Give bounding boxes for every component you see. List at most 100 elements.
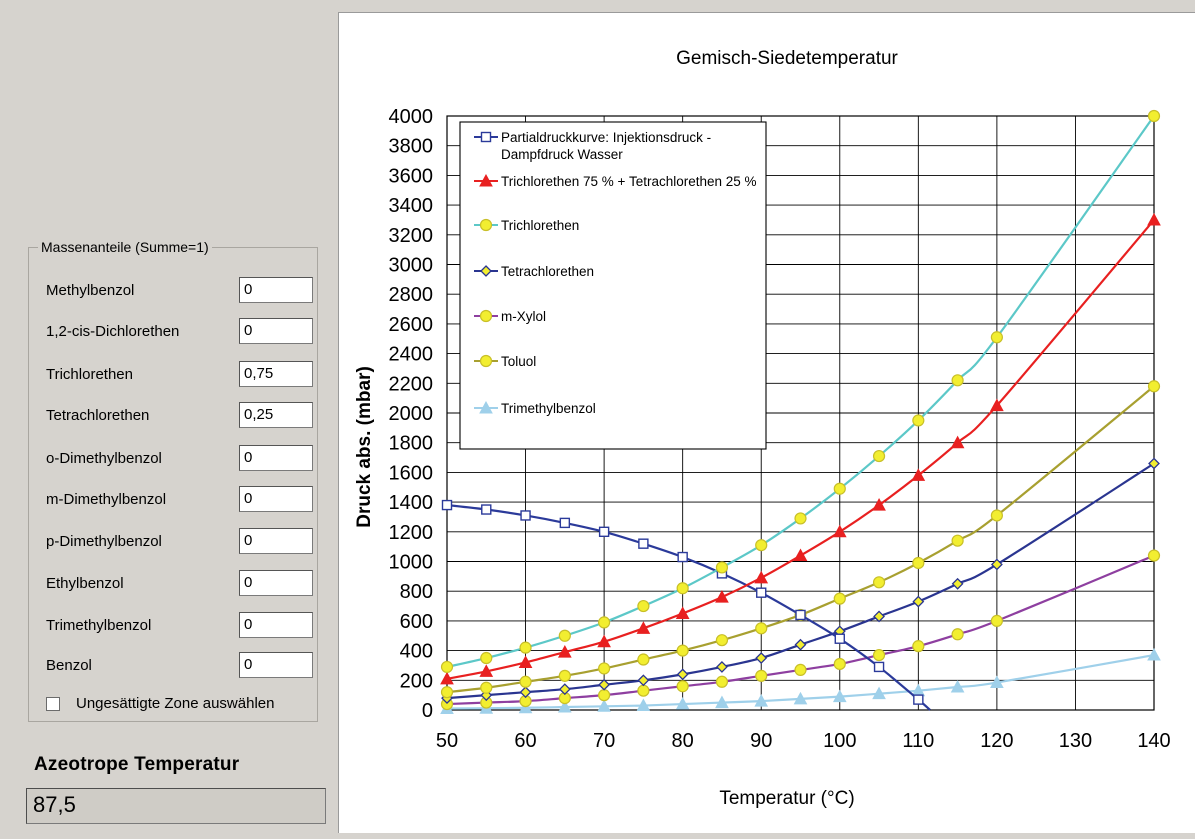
data-point — [754, 694, 769, 707]
data-point — [675, 697, 690, 710]
component-value-field[interactable]: 0 — [239, 612, 313, 638]
component-label: Ethylbenzol — [46, 575, 124, 592]
x-tick-label: 80 — [672, 730, 694, 752]
data-point — [676, 582, 689, 595]
data-point — [441, 499, 453, 511]
azeotrope-value-field: 87,5 — [26, 788, 326, 824]
x-tick-label: 110 — [902, 730, 934, 752]
y-tick-label: 800 — [400, 581, 433, 603]
data-point — [873, 661, 885, 673]
y-tick-label: 2600 — [389, 314, 434, 336]
component-label: o-Dimethylbenzol — [46, 450, 162, 467]
legend-label: Toluol — [501, 354, 536, 369]
unsaturated-zone-checkbox[interactable] — [46, 697, 60, 711]
legend-label: Trichlorethen 75 % + Tetrachlorethen 25 … — [501, 174, 757, 189]
chart-area: Gemisch-Siedetemperatur Temperatur (°C) … — [338, 12, 1195, 833]
y-tick-label: 2400 — [389, 344, 434, 366]
data-point — [676, 668, 689, 681]
component-label: Benzol — [46, 657, 92, 674]
y-tick-label: 3600 — [389, 165, 434, 187]
data-point — [715, 675, 729, 688]
component-value-field[interactable]: 0,25 — [239, 402, 313, 428]
tick-labels: 0 200 400 600 800 1000 1200 1400 1600 1800 2000 220… — [389, 106, 1171, 752]
data-point — [675, 606, 690, 619]
data-point — [755, 669, 768, 682]
data-point — [480, 651, 493, 665]
x-tick-label: 90 — [750, 730, 772, 752]
series-line — [440, 212, 1161, 685]
data-point — [636, 621, 651, 634]
data-point — [795, 609, 806, 621]
data-point — [912, 595, 925, 608]
component-value-field[interactable]: 0 — [239, 570, 313, 596]
data-point — [794, 663, 807, 677]
y-tick-label: 1600 — [389, 462, 434, 484]
data-point — [479, 173, 493, 187]
data-point — [755, 652, 768, 664]
component-value-field[interactable]: 0 — [239, 486, 313, 512]
component-label: Methylbenzol — [46, 282, 135, 299]
data-point — [872, 648, 886, 662]
component-value-field[interactable]: 0 — [239, 318, 313, 344]
data-point — [912, 556, 925, 570]
chart-title: Gemisch-Siedetemperatur — [676, 48, 898, 69]
data-point — [951, 374, 964, 387]
data-point — [950, 435, 965, 449]
y-tick-label: 2200 — [389, 373, 434, 395]
component-value-field[interactable]: 0 — [239, 652, 313, 678]
data-point — [833, 592, 846, 605]
data-point — [479, 400, 493, 414]
component-value-field[interactable]: 0 — [239, 445, 313, 471]
data-point — [755, 539, 768, 552]
data-point — [519, 675, 532, 688]
data-point — [715, 695, 729, 709]
data-point — [480, 265, 492, 277]
y-tick-label: 3400 — [389, 195, 434, 217]
series-line — [440, 109, 1161, 674]
data-point — [598, 616, 611, 629]
data-point — [873, 610, 885, 623]
data-point — [636, 698, 651, 712]
x-tick-label: 140 — [1137, 730, 1170, 752]
data-point — [597, 699, 611, 712]
legend-entry: Partialdruckkurve: Injektionsdruck - Damp… — [474, 130, 711, 162]
data-point — [872, 686, 886, 700]
y-tick-label: 2800 — [389, 284, 434, 306]
data-point — [440, 660, 454, 674]
data-point — [715, 590, 729, 603]
legend-entry: m-Xylol — [474, 309, 546, 324]
data-point — [557, 699, 572, 713]
component-label: Trichlorethen — [46, 366, 133, 383]
legend-entry: Trichlorethen 75 % + Tetrachlorethen 25 … — [474, 173, 757, 189]
y-tick-label: 0 — [422, 700, 433, 722]
data-point — [832, 524, 847, 538]
data-point — [677, 551, 688, 563]
data-point — [638, 538, 649, 549]
series-line — [441, 499, 931, 711]
component-value-field[interactable]: 0,75 — [239, 361, 313, 387]
data-point — [715, 634, 729, 647]
legend-label: Partialdruckkurve: Injektionsdruck - — [501, 130, 711, 145]
component-value-field[interactable]: 0 — [239, 277, 313, 303]
data-point — [950, 679, 965, 693]
data-point — [716, 661, 728, 673]
data-point — [1148, 457, 1160, 470]
data-point — [794, 638, 807, 651]
data-point — [598, 689, 611, 702]
input-panel: Massenanteile (Summe=1) Methylbenzol 0 1… — [0, 0, 338, 833]
data-point — [951, 577, 964, 590]
legend-label: Tetrachlorethen — [501, 264, 594, 279]
component-value-field[interactable]: 0 — [239, 528, 313, 554]
x-tick-label: 50 — [436, 730, 458, 752]
data-point — [912, 640, 925, 653]
data-point — [676, 680, 689, 693]
data-point — [519, 641, 532, 654]
component-label: Trimethylbenzol — [46, 617, 152, 634]
data-point — [598, 662, 611, 675]
x-tick-label: 70 — [593, 730, 615, 752]
data-point — [793, 548, 808, 562]
component-label: p-Dimethylbenzol — [46, 533, 162, 550]
azeotrope-title: Azeotrope Temperatur — [34, 754, 240, 775]
y-tick-label: 1800 — [389, 433, 434, 455]
series-line — [440, 380, 1161, 699]
